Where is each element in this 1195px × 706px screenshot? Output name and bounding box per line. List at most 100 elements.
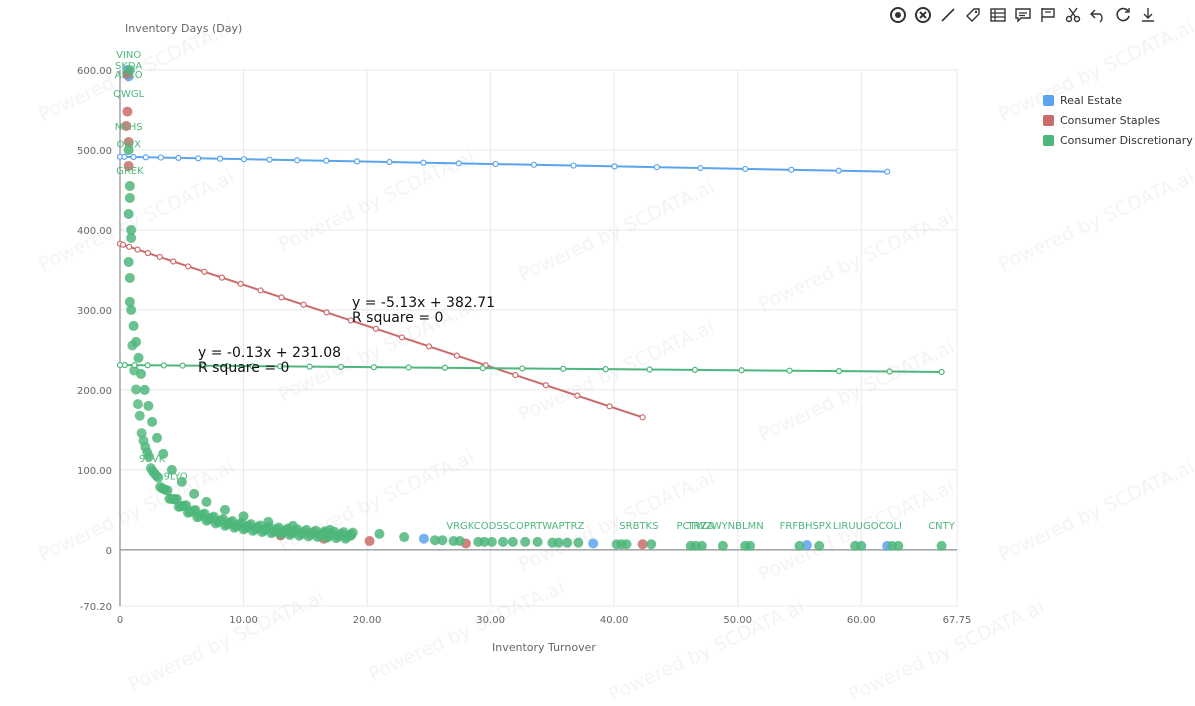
download-icon [1142,8,1154,22]
trendline [119,364,942,373]
data-point [123,136,134,147]
trendline-marker [742,165,749,173]
trendline-marker [179,362,186,369]
comment-button[interactable] [1013,5,1033,25]
data-point [448,536,459,547]
legend-item[interactable]: Real Estate [1043,90,1193,110]
line-icon [941,8,955,22]
y-tick-label: 600.00 [77,66,112,77]
trendline-marker [886,368,893,375]
refresh-button[interactable] [1113,5,1133,25]
point-label: SRBTKS [619,521,658,532]
trendline [119,242,643,419]
download-button[interactable] [1138,5,1158,25]
y-tick-label: 300.00 [77,306,112,317]
trendline-marker [519,365,526,372]
chart-legend: Real Estate Consumer Staples Consumer Disc… [1043,90,1193,150]
trendline-marker [786,367,793,374]
target-button[interactable] [888,5,908,25]
data-point [473,536,484,547]
trendline-marker [278,294,285,301]
tag-button[interactable] [963,5,983,25]
clear-button[interactable] [913,5,933,25]
data-point [121,120,132,131]
data-point [158,448,169,459]
trendline-marker [300,301,307,308]
data-point [717,540,728,551]
table-button[interactable] [988,5,1008,25]
trendline-marker [175,154,182,162]
data-point [430,535,441,546]
point-label: PCTWZ [677,521,713,532]
legend-item[interactable]: Consumer Discretionary [1043,130,1193,150]
data-point [520,536,531,547]
data-point [507,536,518,547]
point-label: AECO [115,70,143,81]
data-point [364,536,375,547]
x-tick-label: 67.75 [943,615,972,626]
trendline-marker [574,392,581,399]
scissors-button[interactable] [1063,5,1083,25]
point-label: QWGL [113,89,145,100]
line-button[interactable] [938,5,958,25]
trendline-marker [218,274,226,281]
trendline-marker [170,258,177,265]
trendline-marker [835,167,842,174]
data-point [685,540,696,551]
data-point [176,476,187,487]
data-point [437,535,448,546]
trendline-marker [639,414,646,421]
trendline-marker [201,268,208,275]
data-point [497,536,508,547]
point-label: 9BVK [139,454,166,465]
data-point [486,536,497,547]
data-point [124,272,135,283]
undo-icon [1090,9,1103,23]
comment-icon [1015,8,1031,23]
data-point [128,320,139,331]
trendline-marker [441,364,448,371]
data-point [887,540,898,551]
point-label: GREK [116,166,144,177]
trendline-marker [240,156,248,163]
trendline-marker [277,363,284,370]
clear-icon [915,7,931,23]
data-point [152,432,163,443]
point-label: NKHS [115,122,143,133]
legend-swatch [1043,94,1054,106]
point-label: ORIX [116,140,141,151]
data-point [347,527,358,538]
flag-button[interactable] [1038,5,1058,25]
legend-item[interactable]: Consumer Staples [1043,110,1193,130]
data-point [153,472,164,483]
point-label: CNTY [928,521,956,532]
data-point [133,352,144,363]
trendline-marker [216,155,224,162]
point-label: VRGKCODSSCOPRTWAPTRZ [446,521,584,532]
y-tick-label: 400.00 [77,226,112,237]
trendline-marker [530,161,538,168]
trendline-marker [126,243,133,250]
data-point [189,488,200,499]
data-point [850,540,861,551]
data-point [124,65,135,75]
undo-button[interactable] [1088,5,1108,25]
trendline-marker [293,157,301,164]
scissors-icon [1065,7,1081,23]
trendline-marker [156,253,163,261]
point-label: WYNBLMN [712,521,764,532]
data-point [124,180,135,191]
data-point [399,532,410,543]
trendline-marker [653,164,660,171]
data-point [127,340,138,351]
trendline-marker [370,364,377,371]
data-point [144,451,155,462]
trendline-marker [134,246,141,253]
data-point [126,232,137,243]
data-point [122,106,133,117]
data-point [166,464,177,475]
trendline-marker [131,362,138,369]
data-point [171,494,182,505]
data-point [132,399,143,410]
x-axis-title: Inventory Turnover [492,641,596,654]
